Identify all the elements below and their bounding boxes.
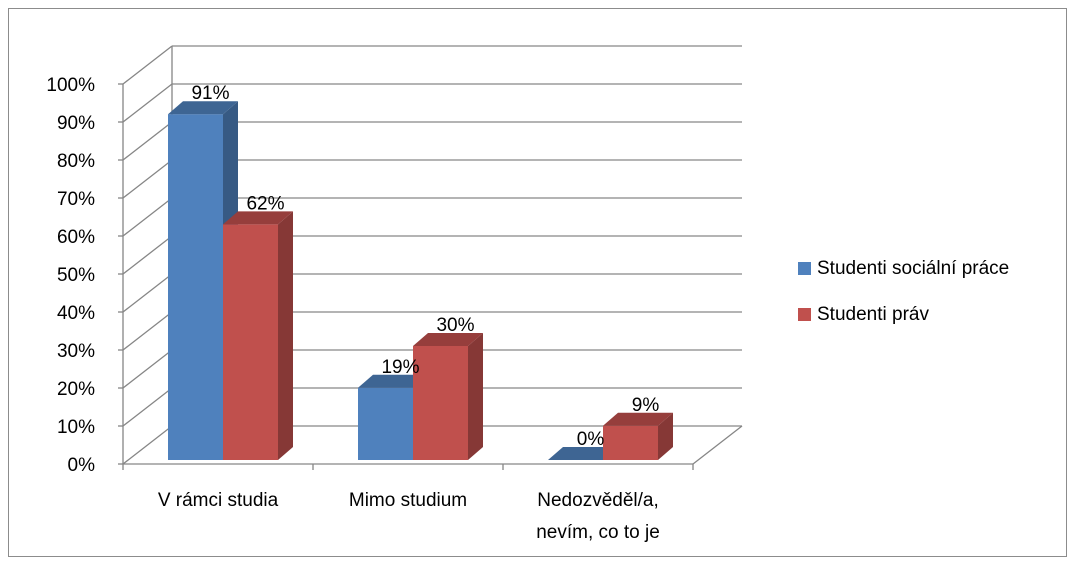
y-tick-label: 0%: [68, 455, 96, 476]
side-wall-line: [122, 387, 173, 427]
side-wall-line: [122, 121, 173, 161]
bar-front: [413, 346, 468, 460]
side-wall-line: [122, 159, 173, 199]
data-label: 30%: [436, 315, 474, 336]
legend-label: Studenti sociální práce: [817, 258, 1009, 279]
y-tick-label: 20%: [57, 379, 95, 400]
y-tick-label: 100%: [46, 75, 95, 96]
y-tick-label: 90%: [57, 113, 95, 134]
data-label: 9%: [632, 395, 660, 416]
x-category-label: V rámci studia: [158, 490, 279, 511]
side-wall-line: [122, 425, 173, 465]
bar-side: [468, 333, 483, 460]
bar-top: [603, 412, 673, 426]
side-wall-line: [122, 235, 173, 275]
legend-swatch: [798, 308, 811, 321]
bar-top: [413, 333, 483, 346]
bars: [168, 101, 673, 460]
bar-side: [278, 211, 293, 460]
data-label: 62%: [246, 193, 284, 214]
data-label: 19%: [381, 357, 419, 378]
y-tick-label: 80%: [57, 151, 95, 172]
bar-1-1: [413, 333, 483, 460]
bar-top: [548, 447, 618, 460]
side-wall-line: [122, 197, 173, 237]
side-wall-line: [122, 273, 173, 313]
bar-front: [168, 114, 223, 460]
x-category-label: Mimo studium: [349, 490, 467, 511]
bar-top: [223, 211, 293, 225]
bar-top: [168, 101, 238, 115]
side-wall-line: [122, 83, 173, 123]
bar-front: [223, 224, 278, 460]
side-wall-line: [122, 349, 173, 389]
data-label: 0%: [577, 429, 605, 450]
floor-edge: [692, 425, 743, 465]
bar-1-0: [223, 211, 293, 460]
legend: Studenti sociální práce Studenti práv: [798, 258, 1009, 325]
y-tick-label: 50%: [57, 265, 95, 286]
y-tick-label: 70%: [57, 189, 95, 210]
x-axis-category-labels: V rámci studia Mimo studium Nedozvěděl/a, n…: [158, 490, 660, 543]
x-category-label: nevím, co to je: [536, 522, 660, 543]
bar-front: [603, 425, 658, 460]
legend-label: Studenti práv: [817, 304, 929, 325]
bar-top: [358, 374, 428, 388]
y-axis-tick-labels: 0% 10% 20% 30% 40% 50% 60% 70% 80% 90% 100%: [46, 75, 95, 476]
bar-side: [658, 412, 673, 460]
data-labels: 91% 62% 19% 30% 0% 9%: [191, 83, 659, 450]
bar-1-2: [603, 412, 673, 460]
legend-swatch: [798, 262, 811, 275]
side-wall-line: [122, 311, 173, 351]
bar-front: [358, 387, 413, 460]
axes: [118, 83, 743, 470]
y-tick-label: 10%: [57, 417, 95, 438]
y-tick-label: 60%: [57, 227, 95, 248]
y-tick-label: 40%: [57, 303, 95, 324]
bar-0-2: [548, 447, 618, 460]
side-wall-line: [122, 45, 173, 85]
data-label: 91%: [191, 83, 229, 104]
x-category-label: Nedozvěděl/a,: [537, 490, 658, 511]
y-tick-label: 30%: [57, 341, 95, 362]
